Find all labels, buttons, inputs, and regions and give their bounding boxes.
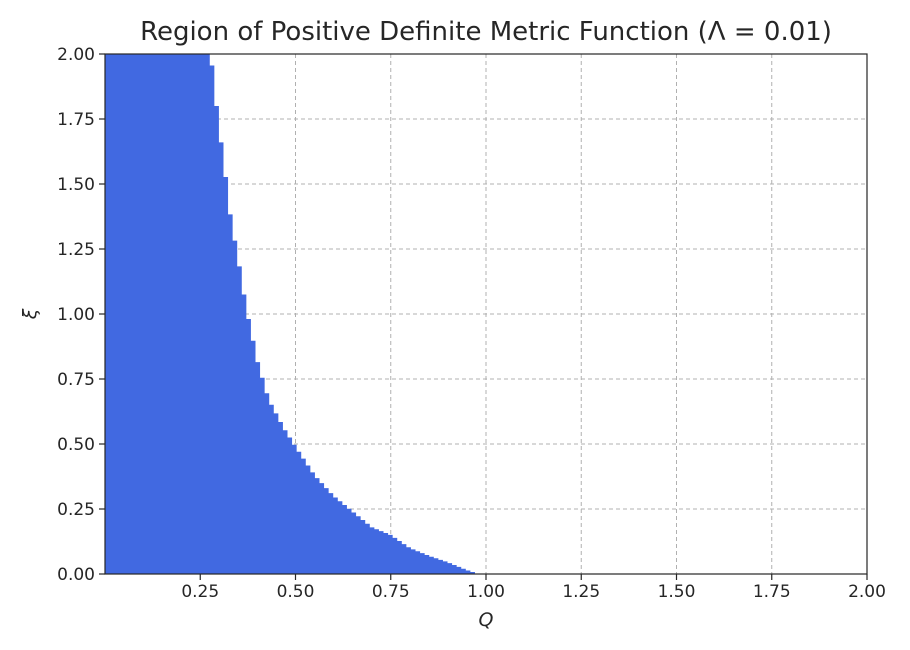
x-tick-label: 0.50 [277, 582, 315, 602]
x-tick-label: 1.75 [753, 582, 791, 602]
positive-definite-region [105, 54, 480, 574]
y-tick-label: 1.75 [57, 110, 95, 130]
y-tick-label: 1.00 [57, 305, 95, 325]
y-axis-label: ξ [19, 308, 41, 320]
chart-title: Region of Positive Definite Metric Funct… [140, 17, 832, 47]
y-tick-label: 0.75 [57, 370, 95, 390]
x-tick-label: 2.00 [848, 582, 886, 602]
y-tick-label: 0.25 [57, 500, 95, 520]
axes: 0.25 0.50 0.75 1.00 1.25 1.50 1.75 2.00 0.00 0.25… [57, 45, 886, 602]
plot-frame [104, 53, 868, 575]
y-tick-label: 0.50 [57, 435, 95, 455]
x-tick-label: 1.00 [467, 582, 505, 602]
y-tick-label: 1.50 [57, 175, 95, 195]
x-tick-label: 1.25 [562, 582, 600, 602]
x-tick-label: 0.75 [372, 582, 410, 602]
x-tick-label: 0.25 [181, 582, 219, 602]
y-tick-label: 2.00 [57, 45, 95, 65]
x-axis-label: Q [479, 609, 494, 631]
y-tick-label: 0.00 [57, 565, 95, 585]
y-tick-label: 1.25 [57, 240, 95, 260]
x-tick-label: 1.50 [658, 582, 696, 602]
